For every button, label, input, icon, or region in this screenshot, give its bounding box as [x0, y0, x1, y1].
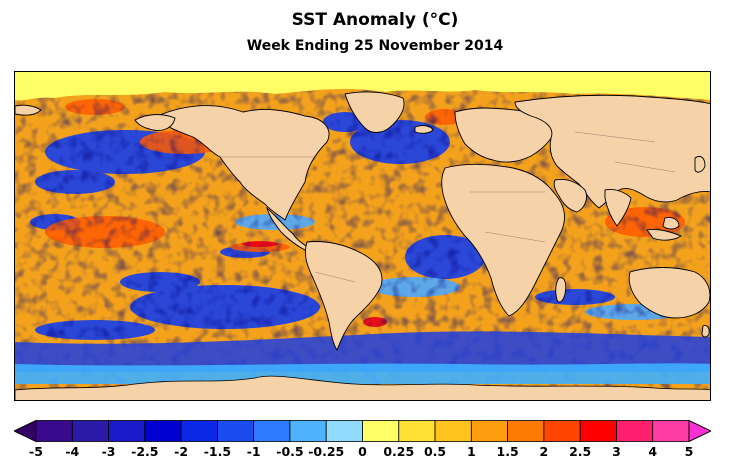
southern-ocean-band — [15, 331, 710, 372]
colorbar-swatch — [652, 420, 690, 442]
colorbar-tick-label: 1.5 — [496, 444, 519, 459]
colorbar-ticks: -5 -4 -3 -2.5 -2 -1.5 -1 -0.5 -0.25 0 0.25 0.5 1 1.5 2… — [0, 444, 750, 462]
colorbar-extend-low — [12, 419, 37, 443]
colorbar-swatch — [362, 420, 400, 442]
colorbar-extend-high — [688, 419, 713, 443]
borneo — [662, 217, 680, 230]
colorbar-swatch — [434, 420, 472, 442]
alaska — [134, 114, 176, 131]
colorbar-tick-label: 0.25 — [383, 444, 415, 459]
colorbar-tick-label: -4 — [65, 444, 80, 459]
colorbar-swatch — [35, 420, 73, 442]
colorbar-swatch — [325, 420, 363, 442]
colorbar-tick-label: 3 — [612, 444, 621, 459]
colorbar-tick-label: -2 — [174, 444, 189, 459]
colorbar-swatch — [216, 420, 255, 442]
indonesia — [646, 229, 682, 241]
colorbar-swatch — [289, 420, 327, 442]
colorbar-tick-label: 2 — [539, 444, 549, 459]
north-america — [154, 105, 330, 221]
india — [604, 189, 632, 227]
colorbar-tick-label: -0.5 — [276, 444, 304, 459]
new-zealand — [701, 325, 710, 338]
colorbar-tick-label: 0 — [358, 444, 367, 459]
colorbar — [12, 419, 713, 443]
europe — [454, 107, 556, 163]
colorbar-swatch — [398, 420, 436, 442]
madagascar — [555, 277, 567, 303]
colorbar-swatch — [108, 420, 146, 442]
colorbar-tick-label: -3 — [101, 444, 116, 459]
country-borders — [220, 131, 676, 283]
colorbar-tick-label: -2.5 — [131, 444, 159, 459]
colorbar-tick-label: -0.25 — [308, 444, 345, 459]
map-subtitle: Week Ending 25 November 2014 — [246, 38, 504, 54]
colorbar-tick-label: 5 — [684, 444, 694, 459]
colorbar-swatch — [253, 420, 291, 442]
colorbar-swatch — [180, 420, 218, 442]
south-america — [304, 241, 383, 351]
colorbar-swatch — [144, 420, 182, 442]
colorbar-tick-label: 4 — [648, 444, 658, 459]
greenland — [344, 91, 405, 133]
colorbar-tick-label: 2.5 — [569, 444, 592, 459]
colorbar-tick-label: 1 — [466, 444, 476, 459]
colorbar-swatch — [579, 420, 617, 442]
land-masses — [15, 91, 710, 351]
australia — [628, 267, 710, 319]
colorbar-tick-label: -5 — [29, 444, 43, 459]
arctic-sea-ice — [15, 72, 710, 101]
colorbar-swatch — [543, 420, 581, 442]
colorbar-tick-label: -1.5 — [203, 444, 232, 459]
colorbar-tick-label: 0.5 — [423, 444, 447, 459]
japan — [694, 155, 706, 173]
iceland — [414, 125, 434, 134]
colorbar-swatch — [470, 420, 509, 442]
sst-anomaly-map — [14, 71, 711, 401]
colorbar-tick-label: -1 — [246, 444, 261, 459]
colorbar-swatch — [71, 420, 109, 442]
africa — [441, 163, 565, 317]
map-title: SST Anomaly (°C) — [291, 10, 459, 30]
antarctica — [15, 375, 710, 400]
southern-ocean-light-band — [15, 363, 710, 384]
east-asia-edge — [15, 104, 42, 116]
colorbar-swatch — [616, 420, 654, 442]
colorbar-swatch — [507, 420, 545, 442]
arabian-peninsula — [553, 179, 588, 213]
